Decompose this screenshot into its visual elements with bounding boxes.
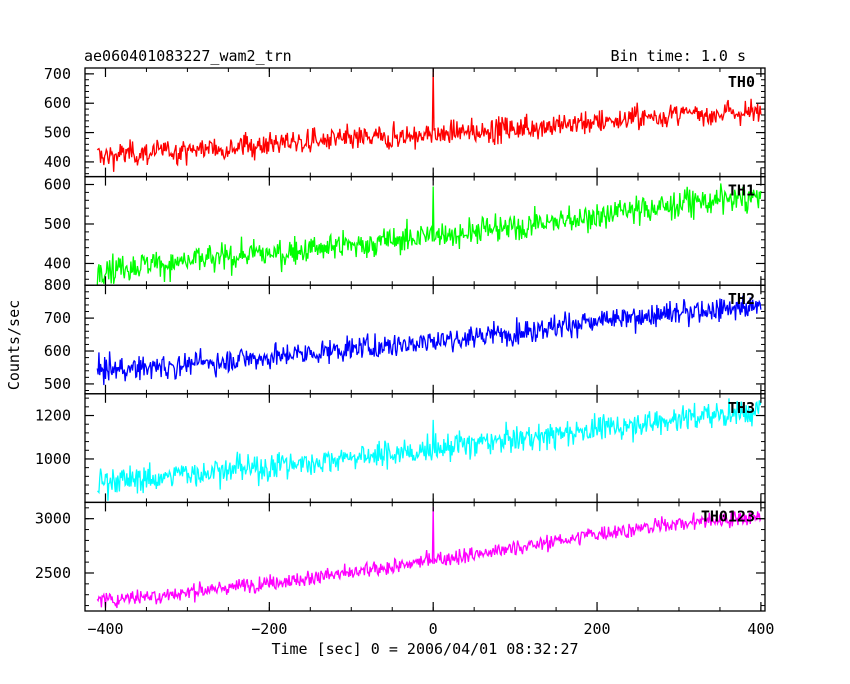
y-tick-label: 500 xyxy=(44,375,71,393)
y-tick-label: 700 xyxy=(44,65,71,83)
bin-time-label: Bin time: 1.0 s xyxy=(611,47,746,65)
panel-label-th0: TH0 xyxy=(728,73,755,91)
y-tick-label: 800 xyxy=(44,276,71,294)
panel-th1: 400 500 600 TH1 xyxy=(44,175,766,286)
panel-th3: 1000 1200 TH3 xyxy=(35,393,766,504)
panel-th2: 500 600 700 800 TH2 xyxy=(44,276,766,395)
y-tick-label: 400 xyxy=(44,153,71,171)
x-tick-label: 0 xyxy=(429,620,438,638)
panels-group: 400 500 600 700 TH0 400 500 600 TH1 500 600 700 800 T… xyxy=(35,65,775,638)
series-th1 xyxy=(96,183,762,286)
chart-title: ae060401083227_wam2_trn xyxy=(84,47,292,65)
y-tick-label: 600 xyxy=(44,94,71,112)
series-th3 xyxy=(97,398,762,501)
x-tick-label: 200 xyxy=(584,620,611,638)
y-tick-label: 3000 xyxy=(35,510,71,528)
panel-label-th3: TH3 xyxy=(728,399,755,417)
y-tick-label: 1200 xyxy=(35,407,71,425)
panel-frame xyxy=(84,175,766,286)
y-tick-label: 400 xyxy=(44,254,71,272)
panel-label-th1: TH1 xyxy=(728,182,755,200)
y-tick-label: 600 xyxy=(44,175,71,193)
y-tick-label: 500 xyxy=(44,124,71,142)
x-axis-label: Time [sec] 0 = 2006/04/01 08:32:27 xyxy=(271,640,578,658)
y-tick-label: 600 xyxy=(44,342,71,360)
panel-label-th0123: TH0123 xyxy=(701,507,755,525)
series-th2 xyxy=(96,295,762,386)
y-tick-label: 2500 xyxy=(35,564,71,582)
panel-label-th2: TH2 xyxy=(728,290,755,308)
y-axis-label: Counts/sec xyxy=(5,300,23,390)
series-th0 xyxy=(96,68,762,172)
x-tick-label: −200 xyxy=(251,620,287,638)
x-tick-label: −400 xyxy=(87,620,123,638)
x-tick-label: 400 xyxy=(747,620,774,638)
series-th0123 xyxy=(96,506,762,609)
y-tick-label: 1000 xyxy=(35,450,71,468)
panel-frame xyxy=(84,501,766,612)
y-tick-label: 700 xyxy=(44,309,71,327)
panel-th0123: 2500 3000 TH0123 xyxy=(35,501,766,612)
y-tick-label: 500 xyxy=(44,215,71,233)
panel-th0: 400 500 600 700 TH0 xyxy=(44,65,766,178)
